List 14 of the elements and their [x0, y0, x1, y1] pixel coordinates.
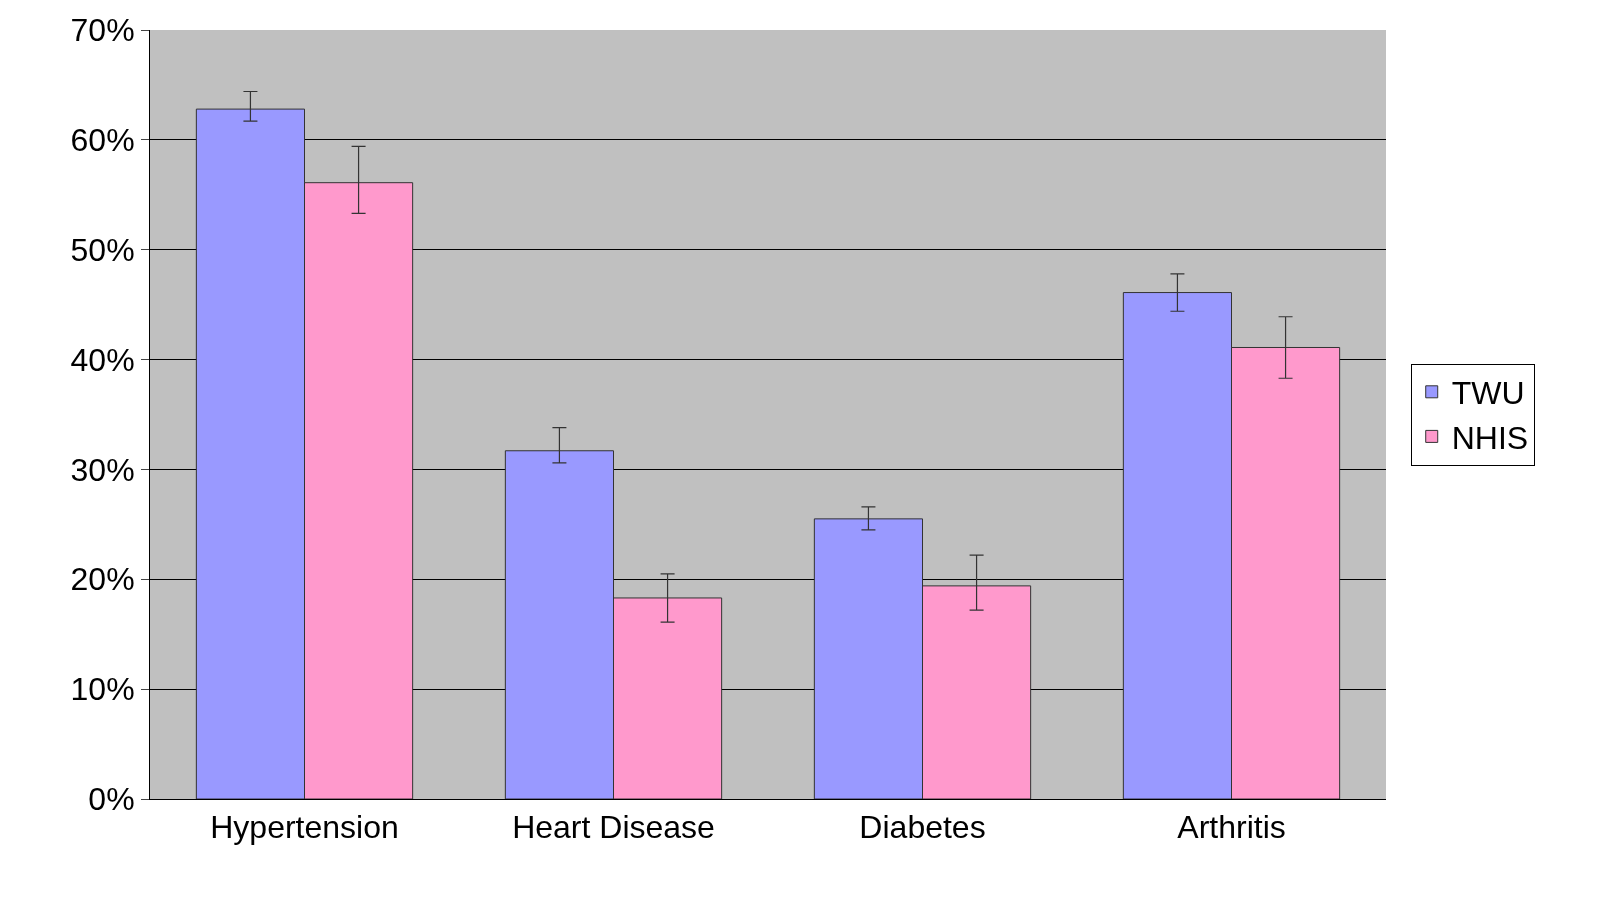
y-tick-label: 70% — [70, 12, 135, 49]
y-tick-label: 20% — [70, 561, 135, 598]
y-tick-label: 50% — [70, 231, 135, 268]
y-tick-label: 0% — [88, 781, 135, 818]
legend-label: NHIS — [1451, 419, 1529, 456]
x-tick-label: Diabetes — [859, 809, 986, 846]
y-tick-label: 40% — [70, 341, 135, 378]
legend-label: TWU — [1451, 375, 1525, 412]
y-tick-label: 30% — [70, 451, 135, 488]
y-tick-label: 60% — [70, 122, 135, 159]
x-tick-label: Hypertension — [210, 809, 399, 846]
y-tick-label: 10% — [70, 671, 135, 708]
x-tick-label: Arthritis — [1177, 809, 1286, 846]
x-tick-label: Heart Disease — [512, 809, 715, 846]
